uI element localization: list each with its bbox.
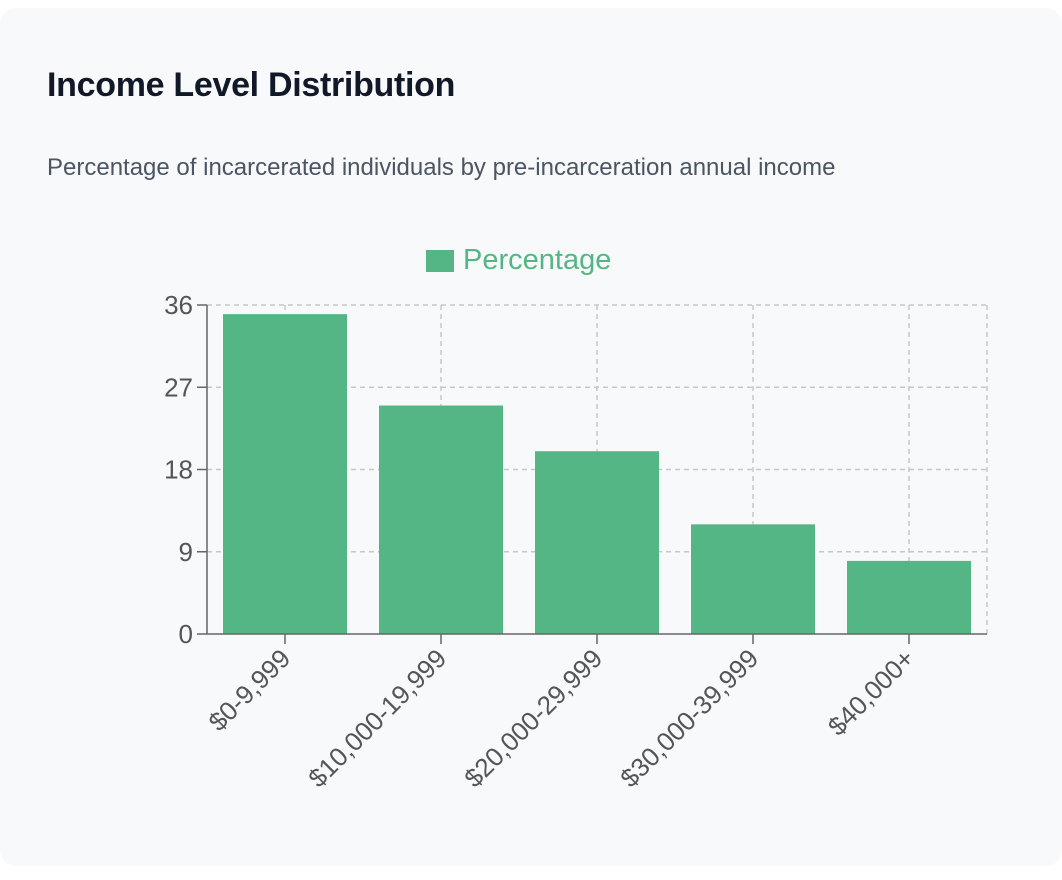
y-tick-label: 0 [179,619,193,649]
legend-label: Percentage [463,244,611,276]
bar-1 [223,314,347,634]
x-tick-label: $30,000-39,999 [614,643,764,793]
y-tick-label: 9 [179,537,193,567]
bar-3 [535,451,659,634]
y-tick-label: 27 [164,372,193,402]
chart-card: Income Level Distribution Percentage of … [0,8,1062,866]
card-title: Income Level Distribution [47,66,456,104]
y-tick-label: 36 [164,290,193,320]
x-tick-label: $20,000-29,999 [458,643,608,793]
bar-2 [379,405,503,634]
x-tick-label: $40,000+ [822,643,920,741]
bar-4 [691,524,815,634]
card-subtitle: Percentage of incarcerated individuals b… [47,154,836,181]
legend-swatch [426,250,454,272]
y-tick-label: 18 [164,455,193,485]
x-tick-label: $10,000-19,999 [302,643,452,793]
bar-5 [847,560,971,634]
x-tick-label: $0-9,999 [202,643,296,737]
